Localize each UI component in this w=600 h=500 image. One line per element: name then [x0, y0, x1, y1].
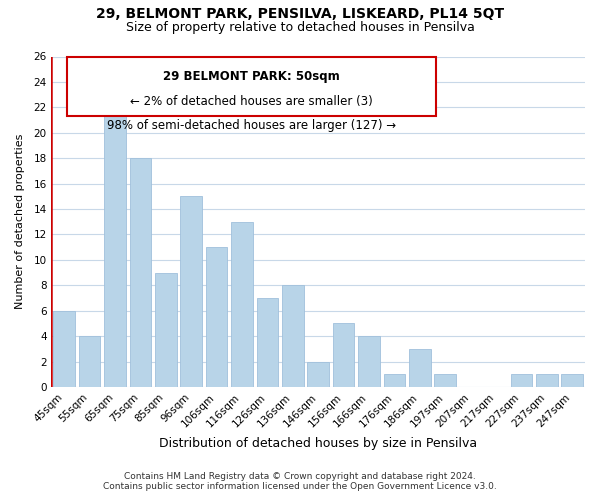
Bar [104, 108, 126, 387]
Bar [383, 374, 405, 387]
Text: Size of property relative to detached houses in Pensilva: Size of property relative to detached ho… [125, 21, 475, 34]
Text: 98% of semi-detached houses are larger (127) →: 98% of semi-detached houses are larger (… [107, 120, 396, 132]
Bar [206, 247, 227, 387]
Bar [511, 374, 532, 387]
Text: ← 2% of detached houses are smaller (3): ← 2% of detached houses are smaller (3) [130, 94, 373, 108]
Bar [333, 324, 355, 387]
Bar [181, 196, 202, 387]
Text: Contains HM Land Registry data © Crown copyright and database right 2024.: Contains HM Land Registry data © Crown c… [124, 472, 476, 481]
Bar [79, 336, 100, 387]
Text: Contains public sector information licensed under the Open Government Licence v3: Contains public sector information licen… [103, 482, 497, 491]
Bar [434, 374, 456, 387]
Bar [53, 310, 75, 387]
FancyBboxPatch shape [67, 56, 436, 116]
Bar [257, 298, 278, 387]
Bar [155, 272, 176, 387]
Bar [231, 222, 253, 387]
Text: 29 BELMONT PARK: 50sqm: 29 BELMONT PARK: 50sqm [163, 70, 340, 82]
Bar [562, 374, 583, 387]
Bar [536, 374, 557, 387]
Bar [130, 158, 151, 387]
Bar [358, 336, 380, 387]
Bar [282, 286, 304, 387]
Y-axis label: Number of detached properties: Number of detached properties [15, 134, 25, 310]
Bar [409, 349, 431, 387]
Text: 29, BELMONT PARK, PENSILVA, LISKEARD, PL14 5QT: 29, BELMONT PARK, PENSILVA, LISKEARD, PL… [96, 8, 504, 22]
Bar [307, 362, 329, 387]
X-axis label: Distribution of detached houses by size in Pensilva: Distribution of detached houses by size … [159, 437, 477, 450]
